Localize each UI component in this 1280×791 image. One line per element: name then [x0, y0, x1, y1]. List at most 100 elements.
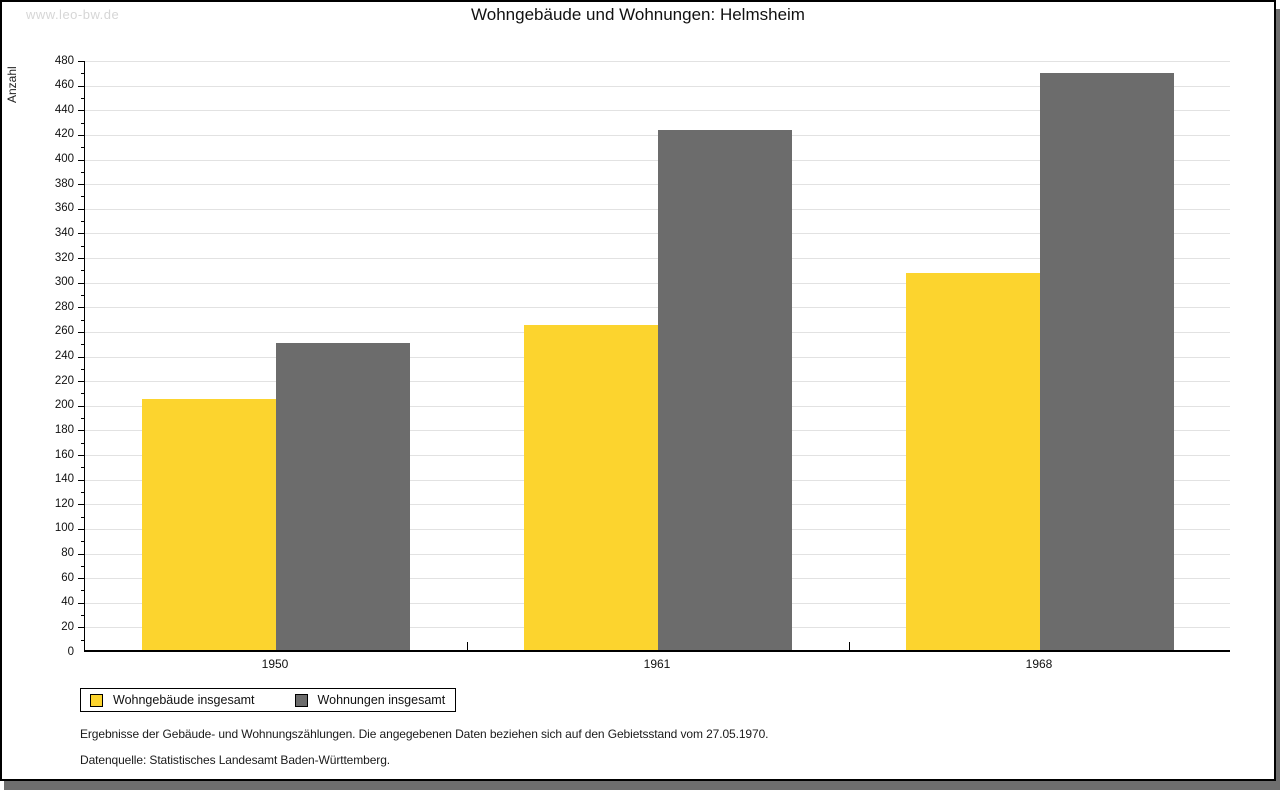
- x-tick-label-1968: 1968: [1025, 657, 1053, 671]
- y-tick-label-440: 440: [54, 103, 74, 116]
- y-tick-major-240: [78, 356, 84, 358]
- y-tick-label-380: 380: [54, 177, 74, 190]
- y-tick-major-160: [78, 455, 84, 456]
- plot-area: [84, 61, 1230, 652]
- legend: Wohngebäude insgesamt Wohnungen insgesam…: [80, 688, 457, 712]
- gridline-480: [85, 61, 1230, 62]
- y-tick-minor-170: [81, 442, 84, 444]
- y-tick-major-360: [78, 208, 84, 210]
- y-tick-minor-110: [81, 516, 84, 518]
- gridline-400: [85, 159, 1230, 161]
- y-tick-label-460: 460: [54, 79, 74, 92]
- x-tick-label-1950: 1950: [261, 657, 289, 671]
- y-tick-major-380: [78, 184, 84, 186]
- y-tick-minor-230: [81, 368, 84, 370]
- bar-1950-wohnungen: [276, 343, 410, 650]
- gridline-280: [85, 307, 1230, 309]
- y-tick-major-140: [78, 479, 84, 481]
- y-tick-label-220: 220: [54, 374, 74, 387]
- y-tick-minor-390: [81, 171, 84, 173]
- y-tick-minor-430: [81, 122, 84, 124]
- y-tick-major-220: [78, 381, 84, 383]
- y-tick-label-400: 400: [54, 153, 74, 165]
- y-tick-major-60: [78, 578, 84, 580]
- y-tick-major-440: [78, 110, 84, 112]
- y-tick-label-100: 100: [54, 522, 74, 535]
- bar-1968-wohngebaeude: [906, 273, 1040, 650]
- y-tick-minor-10: [81, 639, 84, 641]
- y-tick-minor-90: [81, 541, 84, 543]
- y-tick-minor-30: [81, 615, 84, 617]
- legend-item-wohngebaeude: Wohngebäude insgesamt: [90, 693, 255, 707]
- x-boundary-tick-2: [849, 642, 850, 650]
- legend-item-wohnungen: Wohnungen insgesamt: [294, 693, 446, 707]
- gridline-420: [85, 134, 1230, 136]
- y-tick-major-280: [78, 307, 84, 309]
- y-tick-minor-150: [81, 467, 84, 469]
- watermark: www.leo-bw.de: [26, 7, 120, 22]
- y-tick-label-300: 300: [54, 276, 74, 289]
- y-tick-minor-310: [81, 270, 84, 272]
- y-tick-minor-210: [81, 393, 84, 395]
- y-tick-minor-250: [81, 344, 84, 346]
- y-tick-label-80: 80: [61, 547, 74, 559]
- y-tick-minor-370: [81, 196, 84, 198]
- y-axis-title: Anzahl: [5, 66, 19, 104]
- y-tick-major-480: [78, 61, 84, 62]
- gridline-360: [85, 208, 1230, 210]
- y-tick-label-360: 360: [54, 202, 74, 215]
- bar-1968-wohnungen: [1040, 72, 1174, 650]
- y-tick-major-300: [78, 282, 84, 284]
- legend-label: Wohnungen insgesamt: [317, 693, 446, 707]
- x-tick-label-1961: 1961: [643, 657, 671, 671]
- y-tick-label-280: 280: [54, 300, 74, 313]
- y-tick-label-480: 480: [54, 54, 74, 67]
- y-tick-major-260: [78, 331, 84, 333]
- y-tick-minor-270: [81, 319, 84, 321]
- y-tick-minor-350: [81, 221, 84, 223]
- footnote-gebietsstand: Ergebnisse der Gebäude- und Wohnungszähl…: [80, 727, 769, 741]
- bar-1950-wohngebaeude: [142, 398, 276, 650]
- y-tick-label-120: 120: [54, 497, 74, 510]
- y-tick-minor-130: [81, 491, 84, 493]
- gridline-300: [85, 282, 1230, 284]
- legend-swatch-yellow: [90, 693, 103, 707]
- y-tick-label-340: 340: [54, 226, 74, 239]
- y-tick-label-0: 0: [67, 645, 74, 658]
- y-tick-minor-470: [81, 73, 84, 75]
- y-tick-major-20: [78, 627, 84, 629]
- y-tick-major-400: [78, 159, 84, 161]
- gridline-320: [85, 258, 1230, 259]
- y-tick-major-460: [78, 85, 84, 87]
- bar-1961-wohnungen: [658, 130, 792, 650]
- y-tick-major-180: [78, 430, 84, 432]
- legend-label: Wohngebäude insgesamt: [113, 693, 255, 707]
- y-tick-major-340: [78, 233, 84, 235]
- footnote-datenquelle: Datenquelle: Statistisches Landesamt Bad…: [80, 753, 390, 767]
- y-tick-major-200: [78, 405, 84, 407]
- y-tick-label-200: 200: [54, 399, 74, 412]
- y-tick-minor-50: [81, 590, 84, 592]
- y-tick-label-320: 320: [54, 251, 74, 264]
- y-tick-major-120: [78, 504, 84, 506]
- gridline-440: [85, 110, 1230, 112]
- y-tick-minor-450: [81, 97, 84, 99]
- y-tick-major-80: [78, 553, 84, 555]
- y-tick-major-40: [78, 602, 84, 604]
- gridline-460: [85, 85, 1230, 87]
- y-tick-label-60: 60: [61, 571, 74, 584]
- y-tick-major-420: [78, 134, 84, 136]
- y-tick-major-320: [78, 258, 84, 259]
- y-tick-label-20: 20: [61, 620, 74, 633]
- y-tick-label-420: 420: [54, 128, 74, 141]
- bar-1961-wohngebaeude: [524, 324, 658, 650]
- chart-title: Wohngebäude und Wohnungen: Helmsheim: [471, 5, 805, 24]
- y-tick-label-260: 260: [54, 325, 74, 338]
- x-boundary-tick-1: [467, 642, 468, 650]
- gridline-340: [85, 233, 1230, 235]
- y-tick-minor-190: [81, 418, 84, 420]
- gridline-380: [85, 184, 1230, 186]
- y-tick-minor-330: [81, 245, 84, 247]
- y-tick-minor-410: [81, 147, 84, 149]
